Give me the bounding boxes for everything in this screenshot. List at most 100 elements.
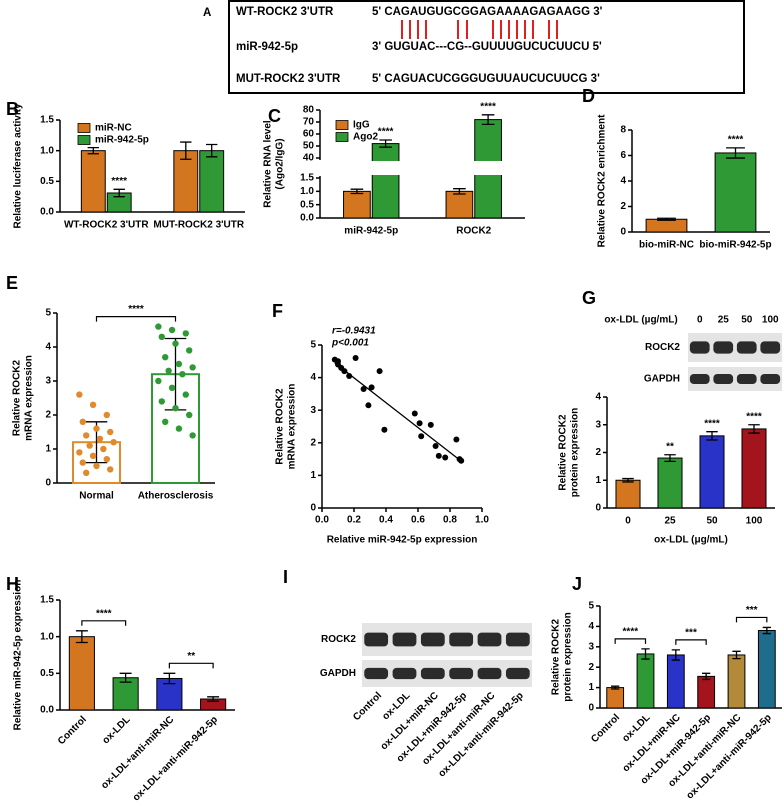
y-tick-label: 4 [595, 392, 601, 403]
y-tick-label: 3 [595, 419, 601, 430]
data-point [79, 459, 86, 466]
bar [645, 218, 688, 233]
data-point [155, 377, 162, 385]
y-tick-label: 5 [45, 308, 51, 319]
x-tick-label: ROCK2 [456, 226, 491, 237]
y-tick-label: 1 [310, 470, 316, 481]
data-point [103, 456, 110, 463]
y-tick-label: 80 [303, 105, 315, 116]
data-point [158, 333, 165, 340]
error-bar [113, 188, 125, 198]
lane-label: 25 [718, 315, 730, 326]
error-bar [163, 672, 176, 685]
data-point [103, 411, 110, 419]
y-tick-label: 4 [620, 176, 626, 187]
base-pairs [401, 20, 558, 39]
x-tick-label: 0.6 [411, 515, 425, 526]
legend-label: miR-NC [95, 123, 132, 134]
significance: **** [111, 176, 127, 187]
bar [112, 677, 139, 711]
error-bar [379, 139, 392, 148]
bar [606, 687, 625, 709]
x-tick-label: bio-miR-942-5p [699, 240, 771, 251]
bracket-label: *** [746, 605, 758, 616]
bracket-label: *** [685, 628, 697, 639]
legend-label: miR-942-5p [95, 135, 149, 146]
bar [343, 190, 371, 219]
y-tick-label: 0.5 [300, 199, 314, 210]
data-point [416, 420, 423, 427]
y-tick-label: 0 [595, 503, 601, 514]
bracket-label: **** [623, 626, 639, 637]
x-tick-label: 0.4 [379, 515, 393, 526]
chart: D 0 2 4 6 8 Relative ROCK2 enrichment bio-miR-N… [582, 86, 772, 251]
y-axis-label: Relative RNA level [263, 120, 274, 208]
error-bar [207, 696, 220, 702]
significance: **** [746, 411, 762, 422]
bar [666, 654, 685, 709]
bar [615, 479, 641, 509]
x-tick-label: Control [56, 714, 89, 747]
blot-row-label: GAPDH [644, 374, 680, 385]
blot-band [760, 373, 781, 385]
y-axis-label: Relative miR-942-5p expression [13, 580, 24, 731]
bar [697, 675, 716, 709]
y-tick-label: 0 [310, 503, 316, 514]
data-point [175, 360, 183, 368]
data-point [79, 418, 86, 425]
data-point [107, 428, 114, 436]
data-point [93, 462, 100, 470]
panel-letter: A [203, 7, 211, 19]
data-point [89, 452, 97, 459]
error-bar [702, 672, 711, 681]
bar [757, 629, 776, 709]
blot-row-label: ROCK2 [321, 634, 356, 645]
legend-label: Ago2 [353, 132, 378, 143]
data-point [360, 386, 367, 393]
data-point [435, 452, 442, 459]
panel-letter: J [572, 574, 582, 594]
y-axis-label: Relative ROCK2 enrichment [597, 114, 608, 247]
error-bar [732, 650, 741, 660]
data-point [182, 330, 189, 337]
bar [80, 150, 106, 213]
panel-letter: G [582, 288, 596, 308]
error-bar [664, 454, 676, 463]
bar [657, 457, 683, 509]
y-tick-label: 2 [595, 447, 601, 458]
x-tick-label: 50 [706, 516, 718, 527]
y-axis-label: Relative ROCK2 [275, 388, 286, 465]
error-bar [726, 147, 745, 159]
data-point [162, 418, 169, 425]
blot-band [449, 667, 474, 680]
data-point [352, 355, 359, 362]
data-point [93, 425, 100, 432]
x-tick-label: bio-miR-NC [639, 240, 694, 251]
bracket [81, 620, 127, 626]
x-tick-label: 100 [746, 516, 763, 527]
error-bar [671, 649, 680, 661]
data-point [341, 368, 348, 375]
bracket-label: **** [96, 608, 112, 619]
panel-letter: H [6, 574, 19, 594]
fit-line [334, 362, 464, 463]
y-tick-label: 3 [588, 641, 594, 652]
data-point [335, 361, 341, 368]
blot-band [392, 667, 417, 680]
data-point [89, 401, 97, 408]
y-tick-label: 1.5 [40, 595, 54, 606]
blot-band [689, 373, 710, 385]
x-tick-label: miR-942-5p [344, 226, 398, 237]
blot-band [477, 667, 502, 680]
error-bar [350, 188, 364, 195]
panel-letter: C [268, 106, 281, 126]
error-bar [87, 146, 99, 155]
chart: E 0 1 2 3 4 5 Relative ROCK2 mRNA expression Norm… [6, 273, 215, 502]
blot-band [505, 632, 530, 647]
data-point [172, 405, 179, 412]
legend-swatch [77, 123, 91, 133]
bar [199, 150, 225, 213]
x-tick-label: 0.8 [443, 515, 457, 526]
data-point [76, 449, 83, 456]
